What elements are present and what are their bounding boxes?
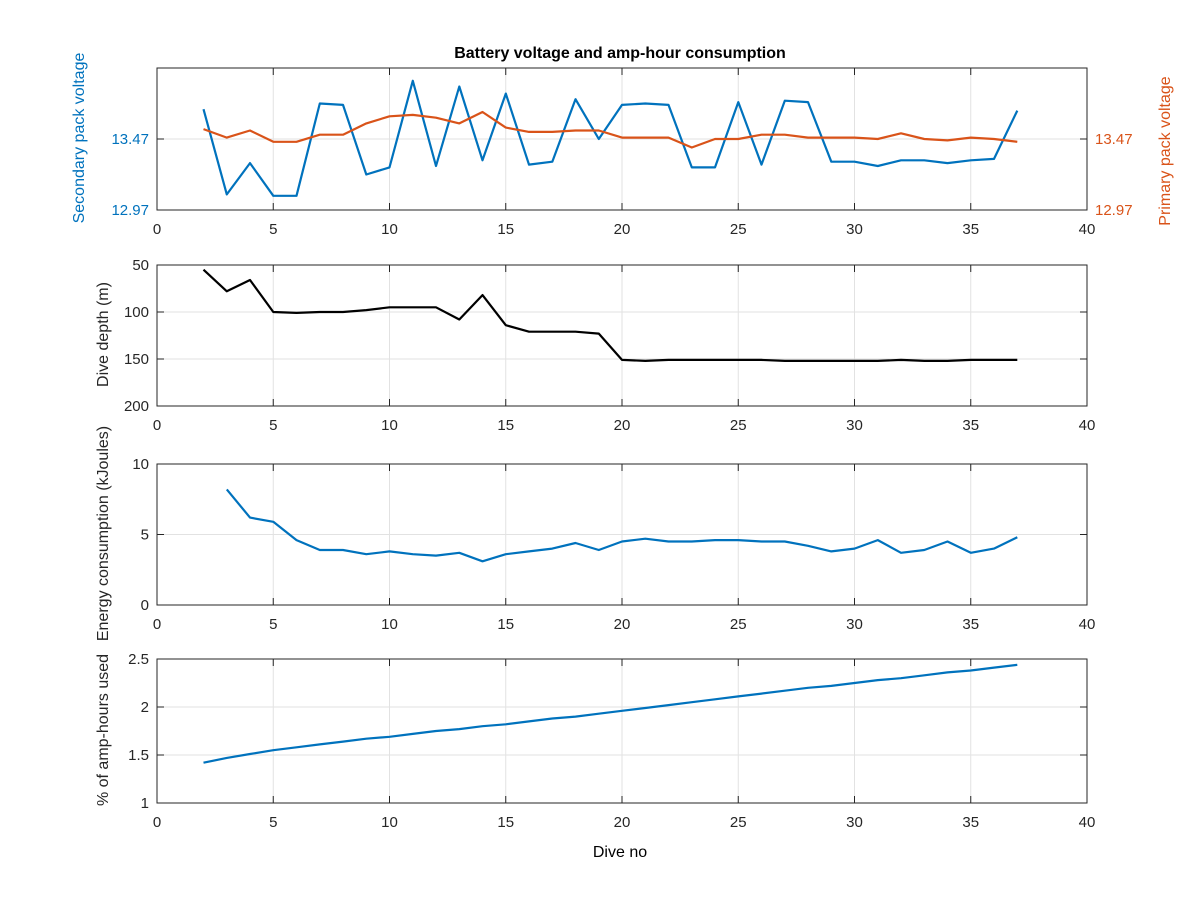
series-line-1 — [202, 79, 1019, 197]
x-tick-label: 35 — [962, 814, 979, 831]
x-axis-label: Dive no — [593, 844, 647, 861]
x-tick-label: 0 — [153, 616, 161, 633]
x-tick-label: 25 — [730, 616, 747, 633]
x-tick-label: 10 — [381, 814, 398, 831]
y-tick-label: 10 — [132, 456, 149, 473]
chart-panel-2: 0 5 10 15 20 25 30 35 40 50 100 150 200 Dive depth (m… — [95, 257, 1095, 434]
y-tick-label: 5 — [141, 527, 149, 544]
y-tick-label: 0 — [141, 597, 149, 614]
x-tick-label: 20 — [614, 417, 631, 434]
series-line-2 — [203, 110, 1018, 149]
x-tick-label: 40 — [1079, 814, 1096, 831]
series-line-1 — [225, 488, 1018, 563]
y-axis-label: Secondary pack voltage — [71, 53, 88, 224]
x-tick-label: 15 — [497, 417, 514, 434]
series-line-1 — [203, 663, 1018, 764]
y-axis-label: Dive depth (m) — [95, 282, 112, 387]
x-tick-label: 0 — [153, 814, 161, 831]
x-tick-label: 30 — [846, 814, 863, 831]
y-tick-label: 50 — [132, 257, 149, 274]
x-tick-label: 30 — [846, 417, 863, 434]
x-tick-label: 25 — [730, 221, 747, 238]
y-tick-label: 200 — [124, 398, 149, 415]
x-tick-label: 25 — [730, 417, 747, 434]
x-tick-label: 20 — [614, 616, 631, 633]
x-tick-label: 15 — [497, 814, 514, 831]
x-tick-label: 10 — [381, 616, 398, 633]
x-tick-label: 15 — [497, 616, 514, 633]
figure-title: Battery voltage and amp-hour consumption — [454, 45, 786, 62]
y-tick-label: 2 — [141, 699, 149, 716]
y2-axis-label: Primary pack voltage — [1157, 76, 1174, 225]
x-tick-label: 0 — [153, 221, 161, 238]
y-axis-label: % of amp-hours used — [95, 654, 112, 806]
y-tick-label: 1.5 — [128, 747, 149, 764]
y-tick-label: 150 — [124, 351, 149, 368]
x-tick-label: 5 — [269, 616, 277, 633]
y2-tick-label: 12.97 — [1095, 202, 1133, 219]
chart-panel-1: 0 5 10 15 20 25 30 35 40 12.97 13.47 12.97 13.47 Prim… — [71, 53, 1174, 238]
x-tick-label: 5 — [269, 221, 277, 238]
y-tick-label: 2.5 — [128, 651, 149, 668]
x-tick-label: 5 — [269, 814, 277, 831]
y-tick-label: 12.97 — [111, 202, 149, 219]
series-line-1 — [202, 268, 1018, 362]
x-tick-label: 40 — [1079, 417, 1096, 434]
y2-tick-label: 13.47 — [1095, 131, 1133, 148]
y-tick-label: 13.47 — [111, 131, 149, 148]
x-tick-label: 25 — [730, 814, 747, 831]
x-tick-label: 30 — [846, 221, 863, 238]
x-tick-label: 20 — [614, 221, 631, 238]
x-tick-label: 35 — [962, 417, 979, 434]
y-axis-label: Energy consumption (kJoules) — [95, 426, 112, 641]
chart-panel-4: 0 5 10 15 20 25 30 35 40 1 1.5 2 2.5 % of amp-hours u… — [95, 651, 1095, 831]
x-tick-label: 10 — [381, 221, 398, 238]
x-tick-label: 35 — [962, 221, 979, 238]
x-tick-label: 10 — [381, 417, 398, 434]
x-tick-label: 40 — [1079, 616, 1096, 633]
x-tick-label: 15 — [497, 221, 514, 238]
y-tick-label: 100 — [124, 304, 149, 321]
x-tick-label: 35 — [962, 616, 979, 633]
x-tick-label: 40 — [1079, 221, 1096, 238]
chart-panel-3: 0 5 10 15 20 25 30 35 40 0 5 10 Energy consumption (… — [95, 426, 1095, 641]
x-tick-label: 30 — [846, 616, 863, 633]
x-tick-label: 0 — [153, 417, 161, 434]
y-tick-label: 1 — [141, 795, 149, 812]
x-tick-label: 20 — [614, 814, 631, 831]
x-tick-label: 5 — [269, 417, 277, 434]
